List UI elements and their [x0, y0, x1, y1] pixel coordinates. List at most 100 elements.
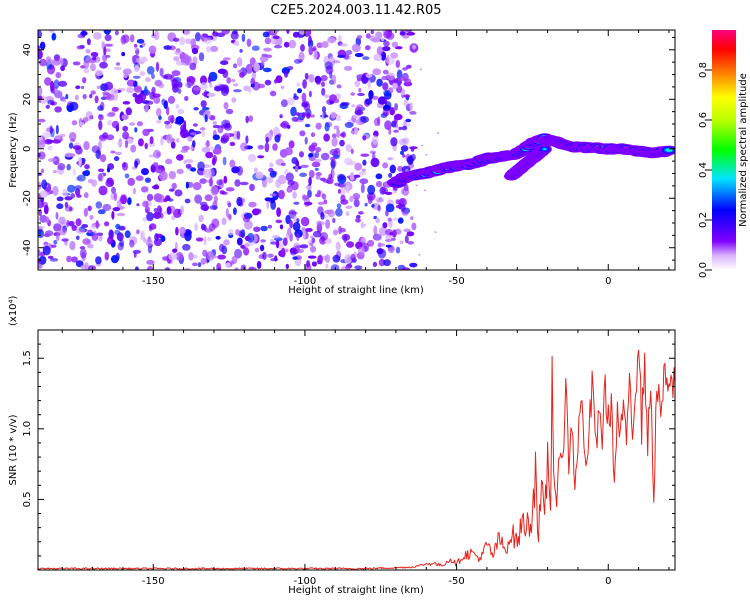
noise-cell [316, 80, 321, 85]
noise-cell [38, 140, 46, 149]
noise-cell [243, 243, 250, 248]
noise-cell [255, 171, 264, 179]
noise-cell [90, 90, 96, 95]
noise-cell [38, 263, 43, 269]
noise-cell [315, 146, 322, 153]
noise-cell [120, 195, 128, 205]
noise-cell [324, 61, 333, 70]
snr-background [38, 330, 675, 570]
noise-cell [192, 182, 202, 191]
noise-cell [319, 232, 329, 241]
noise-cell [280, 99, 288, 108]
noise-cell [392, 217, 398, 221]
noise-cell [384, 101, 392, 110]
noise-cell [205, 151, 214, 159]
noise-cell [286, 124, 291, 129]
noise-cell [151, 33, 157, 39]
noise-cell [155, 61, 160, 72]
ridge-cell [542, 148, 547, 151]
noise-cell [87, 243, 94, 249]
colorbar-ticks: 0.0 0.2 0.4 0.6 0.8 [698, 62, 712, 278]
noise-cell [107, 236, 114, 245]
noise-cell [271, 30, 280, 33]
noise-cell [55, 124, 59, 135]
noise-cell [42, 245, 51, 256]
noise-cell [404, 78, 412, 85]
noise-cell [249, 183, 255, 192]
noise-cell [354, 109, 364, 116]
noise-cell [375, 217, 380, 224]
noise-cell [51, 244, 57, 248]
noise-cell [346, 241, 355, 248]
noise-cell [311, 237, 316, 244]
noise-cell [168, 198, 174, 202]
noise-cell [340, 187, 346, 198]
noise-cell [117, 141, 123, 146]
heatmap-panel: -150 -100 -50 0 -40 -20 0 20 40 Height of strai… [8, 29, 676, 296]
noise-cell [173, 56, 180, 62]
noise-cell [103, 30, 112, 35]
noise-cell [365, 33, 371, 39]
noise-cell [51, 33, 56, 41]
noise-cell [336, 84, 342, 89]
noise-cell [287, 227, 292, 236]
noise-cell [343, 54, 350, 60]
noise-cell [266, 176, 274, 184]
noise-cell [360, 116, 370, 123]
noise-cell [124, 230, 131, 239]
noise-cell [157, 205, 162, 215]
noise-cell [181, 145, 190, 151]
noise-cell [52, 185, 59, 196]
noise-cell [410, 146, 415, 152]
noise-cell [318, 254, 323, 265]
noise-cell [254, 247, 260, 253]
noise-cell [254, 61, 259, 68]
noise-cell [143, 237, 147, 243]
noise-cell [308, 176, 312, 186]
noise-cell [269, 90, 277, 97]
noise-cell [332, 60, 341, 64]
noise-cell [235, 229, 240, 236]
noise-cell [90, 51, 99, 58]
noise-cell [45, 104, 50, 109]
noise-cell [87, 229, 93, 234]
noise-cell [323, 133, 330, 142]
noise-cell [307, 189, 312, 198]
noise-cell [379, 186, 387, 195]
noise-cell [364, 98, 373, 105]
heatmap-noise-cells [38, 30, 440, 270]
noise-cell [79, 246, 86, 250]
noise-cell [247, 153, 257, 163]
noise-cell [49, 258, 59, 262]
noise-cell [201, 130, 206, 138]
y-tick-label: 1.5 [22, 350, 33, 366]
noise-cell [175, 251, 184, 261]
noise-cell [299, 151, 304, 158]
noise-cell [68, 220, 75, 227]
noise-cell [176, 154, 184, 161]
noise-cell [46, 139, 55, 143]
noise-cell [66, 255, 72, 263]
noise-cell [297, 33, 302, 39]
noise-cell [39, 215, 48, 223]
colorbar-tick-label: 0.2 [698, 212, 709, 228]
noise-cell [344, 122, 354, 128]
noise-cell [126, 87, 134, 94]
noise-cell [345, 144, 353, 153]
noise-cell [96, 85, 101, 90]
noise-cell [385, 203, 395, 213]
noise-cell [62, 188, 68, 197]
noise-cell [360, 183, 365, 194]
noise-cell [139, 71, 146, 77]
noise-cell [345, 184, 350, 194]
noise-cell [345, 211, 350, 217]
noise-cell [260, 61, 265, 67]
noise-cell [174, 189, 183, 197]
noise-cell [132, 249, 141, 254]
noise-cell [82, 238, 91, 245]
noise-cell [191, 47, 199, 55]
noise-cell [298, 51, 305, 62]
noise-cell [385, 244, 392, 248]
noise-cell [200, 82, 208, 90]
noise-cell [115, 62, 121, 66]
